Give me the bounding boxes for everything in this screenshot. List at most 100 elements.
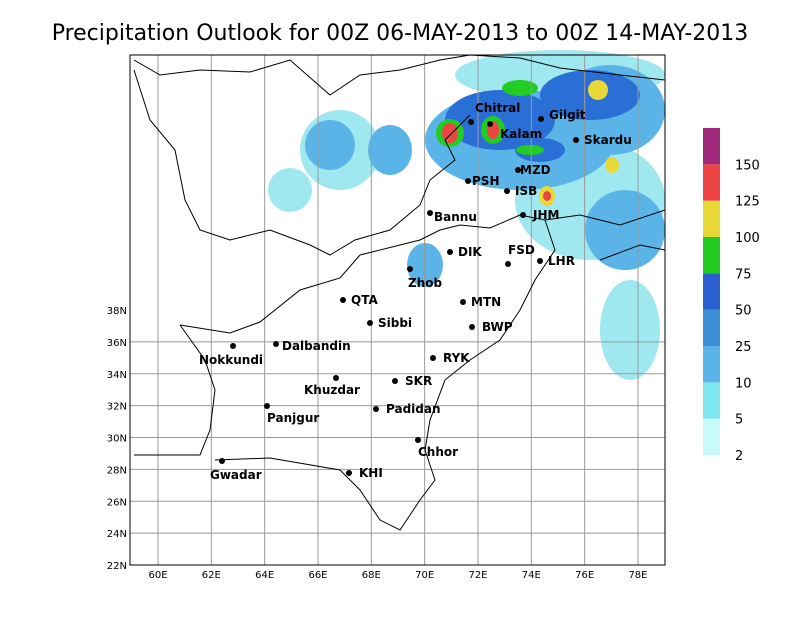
legend-level: 10 bbox=[735, 376, 752, 391]
legend-level: 150 bbox=[735, 158, 760, 173]
city-label: Bannu bbox=[434, 210, 477, 224]
legend-level: 25 bbox=[735, 340, 752, 355]
city-label: Chitral bbox=[475, 101, 520, 115]
city-dot bbox=[415, 437, 421, 443]
city-label: Nokkundi bbox=[199, 353, 263, 367]
legend-level: 2 bbox=[735, 449, 743, 464]
city-label: Gilgit bbox=[549, 108, 586, 122]
map-frame bbox=[129, 54, 666, 566]
lat-label: 28N bbox=[107, 465, 127, 476]
lat-label: 30N bbox=[107, 434, 127, 445]
city-label: FSD bbox=[508, 243, 535, 257]
city-dot bbox=[487, 121, 493, 127]
city-dot bbox=[230, 343, 236, 349]
legend-level: 75 bbox=[735, 267, 752, 282]
legend-swatch bbox=[703, 273, 720, 310]
lat-label: 38N bbox=[107, 306, 127, 317]
legend-swatch bbox=[703, 309, 720, 346]
precipitation-field bbox=[268, 50, 665, 380]
city-label: Kalam bbox=[500, 127, 542, 141]
city-label: Padidan bbox=[386, 402, 441, 416]
legend-swatch bbox=[703, 382, 720, 419]
city-dot bbox=[333, 375, 339, 381]
lat-label: 34N bbox=[107, 370, 127, 381]
lon-label: 70E bbox=[415, 570, 434, 581]
city-label: Chhor bbox=[418, 445, 458, 459]
city-label: KHI bbox=[359, 466, 383, 480]
city-dot bbox=[264, 403, 270, 409]
city-label: QTA bbox=[351, 293, 378, 307]
lon-label: 74E bbox=[522, 570, 541, 581]
city-label: MTN bbox=[471, 295, 501, 309]
legend-swatch bbox=[703, 237, 720, 274]
city-label: JHM bbox=[532, 208, 559, 222]
city-label: Zhob bbox=[408, 276, 442, 290]
borders bbox=[133, 54, 666, 531]
city-dot bbox=[468, 119, 474, 125]
city-dot bbox=[430, 355, 436, 361]
lat-label: 36N bbox=[107, 338, 127, 349]
city-dot bbox=[273, 341, 279, 347]
city-label: Sibbi bbox=[378, 316, 412, 330]
lon-label: 66E bbox=[308, 570, 327, 581]
city-label: ISB bbox=[515, 184, 537, 198]
city-label: Skardu bbox=[584, 133, 632, 147]
city-dot bbox=[373, 406, 379, 412]
city-dot bbox=[505, 261, 511, 267]
lon-label: 78E bbox=[628, 570, 647, 581]
map-title: Precipitation Outlook for 00Z 06-MAY-201… bbox=[52, 21, 749, 46]
city-label: Gwadar bbox=[210, 468, 262, 482]
lon-label: 76E bbox=[575, 570, 594, 581]
lat-label: 26N bbox=[107, 497, 127, 508]
lat-label: 32N bbox=[107, 402, 127, 413]
city-label: Khuzdar bbox=[304, 383, 360, 397]
lon-label: 60E bbox=[148, 570, 167, 581]
city-dot bbox=[427, 210, 433, 216]
lon-label: 64E bbox=[255, 570, 274, 581]
city-dot bbox=[469, 324, 475, 330]
city-label: SKR bbox=[405, 374, 432, 388]
legend-level: 125 bbox=[735, 195, 760, 210]
city-label: DIK bbox=[458, 245, 482, 259]
city-label: MZD bbox=[520, 163, 551, 177]
lat-label: 22N bbox=[107, 561, 127, 572]
city-dot bbox=[515, 167, 521, 173]
city-dot bbox=[573, 137, 579, 143]
legend-swatch bbox=[703, 128, 720, 165]
city-dot bbox=[367, 320, 373, 326]
lat-label: 24N bbox=[107, 529, 127, 540]
legend-swatch bbox=[703, 200, 720, 237]
city-dot bbox=[407, 266, 413, 272]
legend-level: 100 bbox=[735, 231, 760, 246]
city-dot bbox=[460, 299, 466, 305]
city-label: PSH bbox=[472, 174, 499, 188]
city-dot bbox=[538, 116, 544, 122]
city-dot bbox=[340, 297, 346, 303]
legend-swatch bbox=[703, 418, 720, 455]
city-label: Panjgur bbox=[267, 411, 319, 425]
city-label: LHR bbox=[548, 254, 575, 268]
legend-swatch bbox=[703, 164, 720, 201]
city-label: Dalbandin bbox=[282, 339, 351, 353]
axes: 60E 62E 64E 66E 68E 70E 72E 74E 76E 78E 22N 24N 26N 2… bbox=[107, 306, 648, 581]
city-dot bbox=[219, 458, 225, 464]
cities: Chitral Gilgit Kalam Skardu MZD PSH ISB JHM Bann… bbox=[199, 101, 632, 482]
legend-level: 50 bbox=[735, 304, 752, 319]
city-dot bbox=[465, 178, 471, 184]
city-dot bbox=[346, 470, 352, 476]
lon-label: 62E bbox=[202, 570, 221, 581]
graticule bbox=[130, 55, 665, 565]
city-dot bbox=[447, 249, 453, 255]
lon-label: 72E bbox=[468, 570, 487, 581]
city-dot bbox=[392, 378, 398, 384]
legend-swatch bbox=[703, 346, 720, 383]
city-label: RYK bbox=[443, 351, 470, 365]
city-label: BWP bbox=[482, 320, 513, 334]
city-dot bbox=[520, 212, 526, 218]
lon-label: 68E bbox=[362, 570, 381, 581]
city-dot bbox=[504, 188, 510, 194]
legend-level: 5 bbox=[735, 413, 743, 428]
city-dot bbox=[537, 258, 543, 264]
